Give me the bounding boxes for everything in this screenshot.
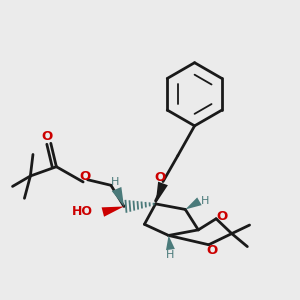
Text: O: O (216, 210, 227, 224)
Polygon shape (185, 197, 202, 209)
Polygon shape (112, 187, 124, 206)
Text: O: O (80, 170, 91, 183)
Text: O: O (41, 130, 53, 143)
Text: O: O (154, 171, 166, 184)
Text: H: H (166, 250, 175, 260)
Text: H: H (200, 196, 209, 206)
Polygon shape (156, 182, 168, 204)
Text: O: O (207, 244, 218, 257)
Polygon shape (166, 236, 175, 250)
Text: HO: HO (71, 205, 92, 218)
Polygon shape (102, 206, 124, 217)
Text: H: H (110, 177, 119, 187)
